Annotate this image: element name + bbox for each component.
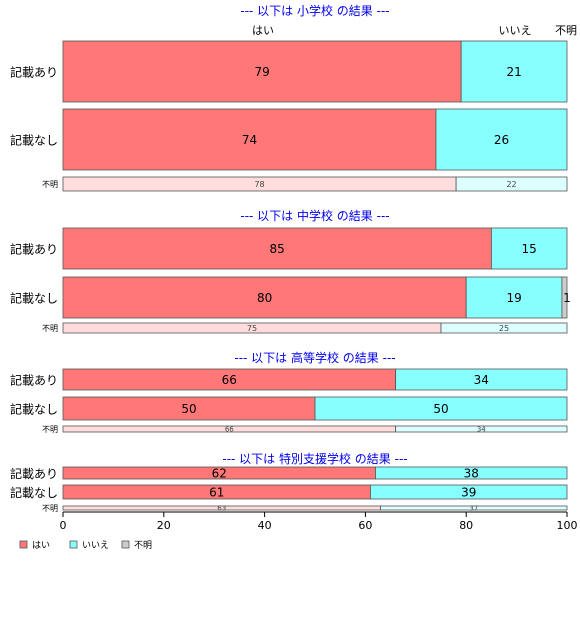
bar-row: 記載あり 62 38 <box>10 466 568 481</box>
legend-label: はい <box>32 540 50 551</box>
row-label: 不明 <box>42 504 58 513</box>
bar-row: 不明 66 34 <box>42 425 568 434</box>
data-label: 66 <box>222 373 237 387</box>
bar-segment-no <box>490 227 568 270</box>
data-label: 21 <box>506 65 521 79</box>
data-label: 34 <box>477 426 486 434</box>
bar-row: 記載なし 74 26 <box>10 108 568 171</box>
header-label-unknown: 不明 <box>555 24 577 37</box>
row-label: 記載なし <box>10 291 58 306</box>
row-label: 記載あり <box>10 373 58 388</box>
row-label: 不明 <box>42 324 58 333</box>
data-label: 50 <box>181 402 196 416</box>
chart-panels: --- 以下は 小学校 の結果 --- 記載あり 79 21 記載なし 74 26 不明 78 2… <box>10 3 571 513</box>
bar-segment-no <box>455 176 568 192</box>
data-label: 79 <box>254 65 269 79</box>
panel-2: --- 以下は 高等学校 の結果 --- 記載あり 66 34 記載なし 50 50 不明 66… <box>10 350 568 434</box>
bar-row: 不明 78 22 <box>42 176 568 192</box>
data-label: 22 <box>506 180 516 189</box>
row-label: 記載あり <box>10 466 58 481</box>
x-tick-label: 0 <box>60 519 67 532</box>
bar-segment-no <box>435 108 568 171</box>
data-label: 38 <box>464 466 479 480</box>
x-tick-label: 20 <box>157 519 171 532</box>
bar-row: 記載あり 79 21 <box>10 40 568 103</box>
column-header-labels: はい いいえ 不明 <box>252 24 577 37</box>
header-label-no: いいえ <box>499 24 532 37</box>
row-label: 記載なし <box>10 402 58 417</box>
data-label: 78 <box>254 180 264 189</box>
bar-segment-no <box>395 368 568 391</box>
data-label: 50 <box>433 402 448 416</box>
data-label: 34 <box>474 373 489 387</box>
legend-swatch-no <box>69 540 78 549</box>
bar-row: 不明 63 37 <box>42 504 568 513</box>
data-label: 19 <box>506 291 521 305</box>
bar-row: 記載なし 50 50 <box>10 396 568 421</box>
data-label: 15 <box>522 242 537 256</box>
x-axis: 0 20 40 60 80 100 <box>60 511 578 532</box>
legend-label: 不明 <box>134 540 152 551</box>
bar-segment-no <box>314 396 568 421</box>
row-label: 不明 <box>42 425 58 434</box>
header-label-yes: はい <box>252 24 274 37</box>
data-label: 66 <box>225 426 234 434</box>
bar-row: 記載なし 80 19 1 <box>10 276 571 319</box>
legend-swatch-unknown <box>121 540 130 549</box>
bar-segment-no <box>440 322 568 334</box>
panel-title: --- 以下は 特別支援学校 の結果 --- <box>222 451 407 466</box>
x-tick-label: 40 <box>258 519 272 532</box>
data-label: 75 <box>247 324 257 333</box>
data-label: 1 <box>563 291 571 305</box>
data-label: 74 <box>242 133 257 147</box>
panel-3: --- 以下は 特別支援学校 の結果 --- 記載あり 62 38 記載なし 61 39 不明… <box>10 451 568 513</box>
bar-segment-no <box>380 505 568 511</box>
row-label: 記載なし <box>10 133 58 148</box>
bar-segment-no <box>375 466 568 480</box>
x-tick-label: 100 <box>557 519 578 532</box>
panel-title: --- 以下は 中学校 の結果 --- <box>240 208 389 223</box>
data-label: 26 <box>494 133 509 147</box>
legend: はい いいえ 不明 <box>19 540 152 551</box>
panel-title: --- 以下は 小学校 の結果 --- <box>240 3 389 18</box>
bar-segment-yes <box>62 40 462 103</box>
x-tick-label: 80 <box>459 519 473 532</box>
legend-swatch-yes <box>19 540 28 549</box>
bar-segment-unknown <box>561 276 568 319</box>
bar-row: 不明 75 25 <box>42 322 568 334</box>
row-label: 記載あり <box>10 242 58 257</box>
data-label: 63 <box>217 505 226 513</box>
data-label: 80 <box>257 291 272 305</box>
data-label: 85 <box>270 242 285 256</box>
row-label: 不明 <box>42 180 58 189</box>
bar-row: 記載なし 61 39 <box>10 484 568 500</box>
data-label: 61 <box>209 485 224 499</box>
bar-row: 記載あり 85 15 <box>10 227 568 270</box>
panel-title: --- 以下は 高等学校 の結果 --- <box>234 350 395 365</box>
bar-segment-yes <box>62 108 437 171</box>
bar-segment-no <box>370 484 568 500</box>
row-label: 記載あり <box>10 65 58 80</box>
bar-segment-yes <box>62 276 467 319</box>
bar-row: 記載あり 66 34 <box>10 368 568 391</box>
bar-segment-no <box>460 40 568 103</box>
panel-0: --- 以下は 小学校 の結果 --- 記載あり 79 21 記載なし 74 26 不明 78 2… <box>10 3 568 192</box>
data-label: 25 <box>499 324 509 333</box>
data-label: 62 <box>212 466 227 480</box>
panel-1: --- 以下は 中学校 の結果 --- 記載あり 85 15 記載なし 80 19 1 不明 75… <box>10 208 571 334</box>
data-label: 39 <box>461 485 476 499</box>
x-tick-label: 60 <box>358 519 372 532</box>
legend-label: いいえ <box>82 540 109 551</box>
bar-segment-no <box>395 425 568 433</box>
bar-segment-yes <box>62 227 492 270</box>
data-label: 37 <box>469 505 478 513</box>
bar-segment-no <box>465 276 563 319</box>
row-label: 記載なし <box>10 485 58 500</box>
